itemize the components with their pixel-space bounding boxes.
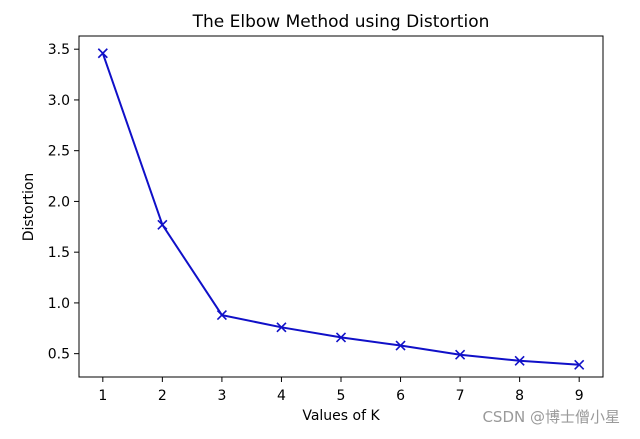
x-tick-label: 6 — [396, 388, 405, 404]
y-tick-label: 2.0 — [48, 194, 70, 210]
data-point-marker — [335, 332, 347, 343]
x-tick-label: 3 — [217, 388, 226, 404]
x-tick-label: 4 — [277, 388, 286, 404]
y-tick-label: 0.5 — [48, 347, 70, 363]
y-axis-label: Distortion — [21, 173, 37, 242]
y-tick-label: 1.0 — [48, 296, 70, 312]
plot-frame — [78, 35, 604, 378]
distortion-line — [101, 52, 580, 366]
y-tick-label: 3.5 — [48, 42, 70, 58]
x-axis-label: Values of K — [302, 408, 380, 424]
x-tick-label: 5 — [337, 388, 346, 404]
chart-title: The Elbow Method using Distortion — [192, 12, 490, 32]
watermark: CSDN @博士僧小星 — [482, 408, 620, 426]
data-point-marker — [514, 355, 525, 366]
y-tick-label: 3.0 — [48, 93, 70, 109]
data-point-marker — [97, 48, 108, 59]
x-tick-label: 9 — [575, 388, 584, 404]
data-point-marker — [574, 359, 585, 370]
x-tick-label: 8 — [515, 388, 524, 404]
y-tick-label: 1.5 — [48, 245, 70, 261]
data-point-marker — [216, 310, 227, 321]
series-layer — [97, 48, 585, 370]
x-tick-label: 1 — [98, 388, 107, 404]
data-point-marker — [157, 219, 168, 230]
data-point-marker — [276, 322, 287, 333]
x-tick-label: 7 — [456, 388, 465, 404]
data-point-marker — [395, 340, 406, 351]
y-tick-label: 2.5 — [48, 144, 70, 160]
y-axis-ticks: 0.5 1.0 1.5 2.0 2.5 3.0 3.5 — [48, 42, 79, 363]
x-tick-label: 2 — [158, 388, 167, 404]
x-axis-ticks: 1 2 3 4 5 6 7 8 9 — [98, 377, 584, 404]
data-point-marker — [455, 349, 466, 360]
